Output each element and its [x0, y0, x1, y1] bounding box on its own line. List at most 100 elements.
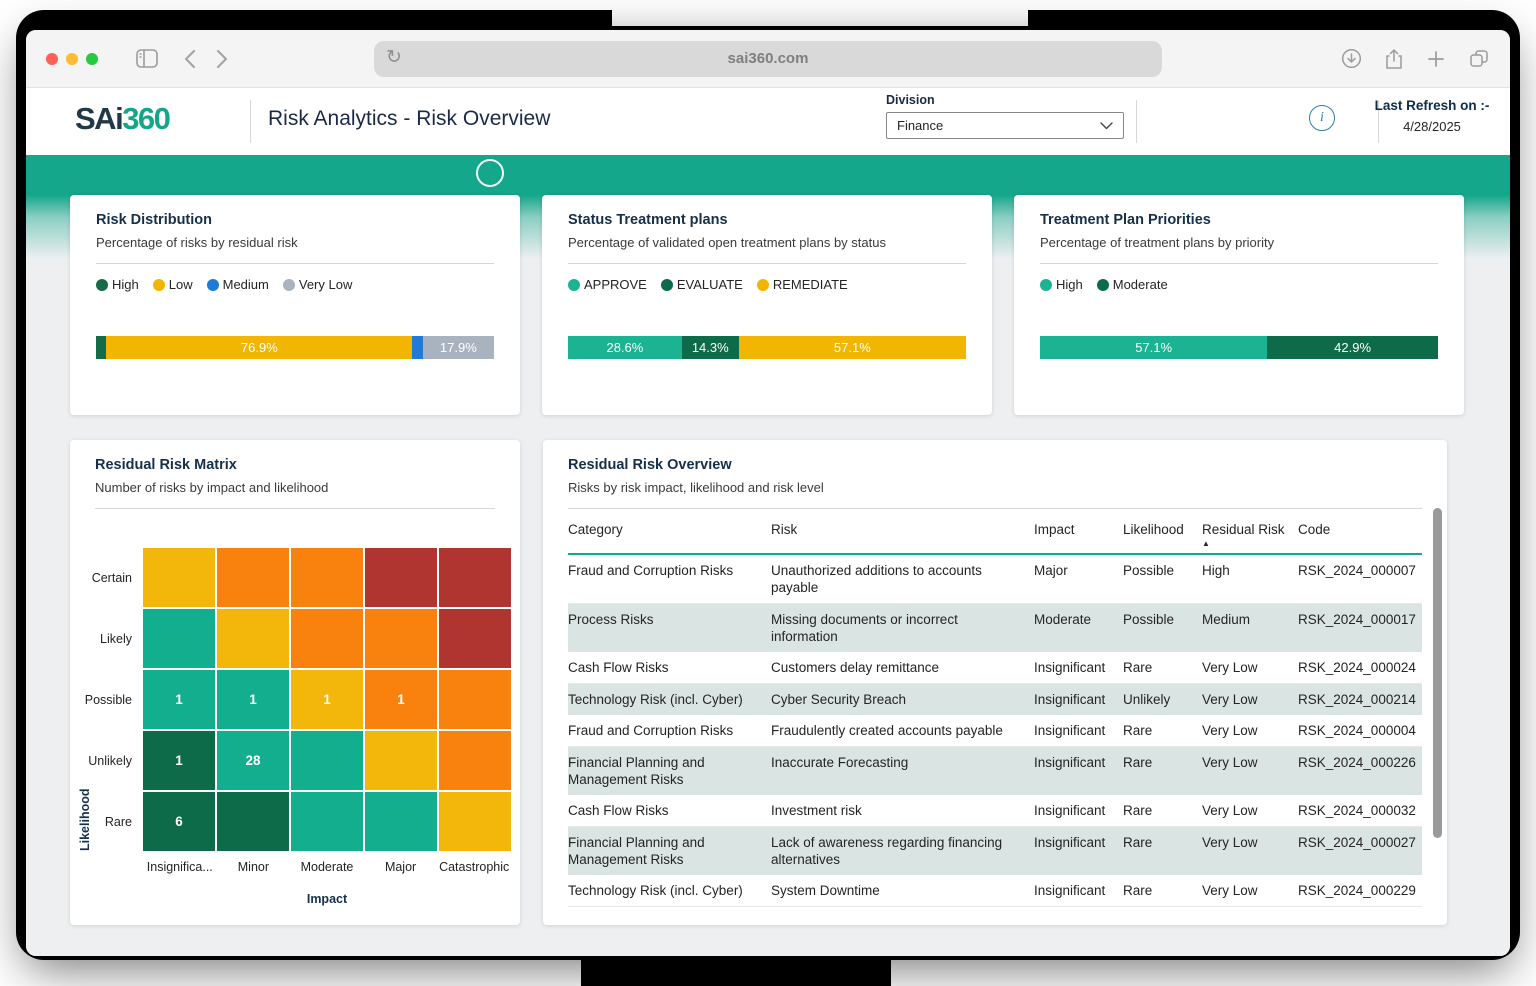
division-select[interactable]: Finance: [886, 112, 1124, 139]
bar-segment[interactable]: 76.9%: [106, 336, 413, 359]
matrix-cell[interactable]: [439, 792, 511, 851]
matrix-cell[interactable]: [143, 548, 215, 607]
legend-item-low[interactable]: Low: [152, 277, 193, 292]
header-divider: [250, 100, 251, 143]
bar-segment[interactable]: [96, 336, 107, 359]
zoom-window-icon[interactable]: [86, 52, 98, 65]
desktop-dock-block: [581, 958, 891, 986]
table-scrollbar[interactable]: [1433, 508, 1442, 838]
forward-icon[interactable]: [216, 49, 228, 69]
matrix-cell[interactable]: [291, 792, 363, 851]
matrix-cell[interactable]: 1: [365, 670, 437, 729]
legend-item-medium[interactable]: Medium: [206, 277, 269, 292]
matrix-cell[interactable]: [365, 548, 437, 607]
matrix-cell[interactable]: [291, 548, 363, 607]
risk-distribution-card: Risk Distribution Percentage of risks by…: [70, 195, 520, 415]
table-cell: Possible: [1123, 612, 1175, 627]
table-row[interactable]: Process Risks Missing documents or incorr…: [568, 604, 1422, 652]
bar-segment[interactable]: 42.9%: [1267, 336, 1438, 359]
table-cell: Unauthorized additions to accounts payab…: [771, 563, 982, 595]
bar-segment[interactable]: 57.1%: [1040, 336, 1268, 359]
table-row[interactable]: Fraud and Corruption Risks Fraudulently c…: [568, 715, 1422, 747]
matrix-cell[interactable]: [439, 548, 511, 607]
matrix-cell[interactable]: [365, 792, 437, 851]
matrix-cell[interactable]: [365, 731, 437, 790]
legend-item-very-low[interactable]: Very Low: [282, 277, 352, 292]
table-cell: High: [1202, 563, 1230, 578]
reload-icon[interactable]: ↻: [386, 46, 402, 68]
matrix-cell[interactable]: [439, 609, 511, 668]
column-header-residual-risk[interactable]: Residual Risk ▲: [1202, 513, 1298, 553]
matrix-col-label: Minor: [237, 860, 270, 874]
tab-overview-icon[interactable]: [1468, 48, 1490, 70]
table-row[interactable]: Cash Flow Risks Investment risk Insignific…: [568, 795, 1422, 827]
legend-item-moderate[interactable]: Moderate: [1096, 277, 1168, 292]
column-header-risk[interactable]: Risk: [771, 513, 1034, 553]
table-row[interactable]: Financial Planning and Management Risks I…: [568, 747, 1422, 795]
column-header-code[interactable]: Code: [1298, 513, 1422, 553]
table-cell: Very Low: [1202, 723, 1258, 738]
sidebar-toggle-icon[interactable]: [136, 49, 158, 68]
new-tab-icon[interactable]: [1426, 48, 1446, 70]
table-cell: Major: [1034, 563, 1068, 578]
column-header-likelihood[interactable]: Likelihood: [1123, 513, 1202, 553]
divider: [568, 263, 966, 264]
matrix-cell[interactable]: 1: [291, 670, 363, 729]
legend-item-high[interactable]: High: [96, 277, 139, 292]
url-bar[interactable]: ↻ sai360.com: [374, 40, 1162, 77]
table-cell: Insignificant: [1034, 803, 1106, 818]
card-title: Status Treatment plans: [568, 212, 728, 228]
table-cell: RSK_2024_000017: [1298, 612, 1416, 627]
bar-segment[interactable]: 17.9%: [422, 336, 494, 359]
table-row[interactable]: Technology Risk (incl. Cyber) Cyber Secur…: [568, 684, 1422, 715]
division-value: Finance: [897, 118, 944, 133]
column-header-category[interactable]: Category: [568, 513, 771, 553]
table-cell: Very Low: [1202, 755, 1258, 770]
legend-item-evaluate[interactable]: EVALUATE: [660, 277, 743, 292]
table-body: Fraud and Corruption Risks Unauthorized a…: [568, 555, 1422, 907]
matrix-cell[interactable]: [143, 609, 215, 668]
share-icon[interactable]: [1384, 48, 1404, 70]
card-title: Residual Risk Overview: [568, 457, 732, 473]
matrix-cell[interactable]: [217, 609, 289, 668]
stacked-bar: 57.1% 42.9%: [1040, 336, 1438, 359]
table-row[interactable]: Financial Planning and Management Risks L…: [568, 827, 1422, 875]
minimize-window-icon[interactable]: [66, 52, 78, 65]
column-header-impact[interactable]: Impact: [1034, 513, 1123, 553]
matrix-cell[interactable]: 6: [143, 792, 215, 851]
table-row[interactable]: Technology Risk (incl. Cyber) System Down…: [568, 875, 1422, 907]
bar-segment[interactable]: 57.1%: [738, 336, 966, 359]
bar-segment[interactable]: 14.3%: [681, 336, 739, 359]
bar-segment[interactable]: 28.6%: [568, 336, 682, 359]
table-row[interactable]: Fraud and Corruption Risks Unauthorized a…: [568, 555, 1422, 604]
matrix-cell[interactable]: 1: [217, 670, 289, 729]
back-icon[interactable]: [184, 49, 196, 69]
matrix-cell[interactable]: [217, 792, 289, 851]
divider: [568, 508, 1422, 509]
table-row[interactable]: Cash Flow Risks Customers delay remittanc…: [568, 652, 1422, 684]
matrix-cell[interactable]: [291, 731, 363, 790]
matrix-cell[interactable]: [439, 731, 511, 790]
table-cell: Process Risks: [568, 612, 654, 627]
last-refresh-date: 4/28/2025: [1403, 119, 1461, 134]
column-header-label: Likelihood: [1123, 522, 1184, 537]
legend-item-high[interactable]: High: [1040, 277, 1083, 292]
legend-item-remediate[interactable]: REMEDIATE: [756, 277, 848, 292]
matrix-cell[interactable]: [291, 609, 363, 668]
banner-slider-handle[interactable]: [476, 159, 504, 187]
close-window-icon[interactable]: [46, 52, 58, 65]
division-filter: Division Finance: [886, 93, 1126, 139]
stacked-bar: 28.6% 14.3% 57.1%: [568, 336, 966, 359]
legend-item-approve[interactable]: APPROVE: [568, 277, 647, 292]
matrix-row-label: Likely: [100, 631, 132, 646]
bar-segment[interactable]: [412, 336, 423, 359]
matrix-cell[interactable]: 28: [217, 731, 289, 790]
matrix-cell[interactable]: 1: [143, 731, 215, 790]
table-cell: RSK_2024_000229: [1298, 883, 1416, 898]
matrix-cell[interactable]: [439, 670, 511, 729]
downloads-icon[interactable]: [1341, 48, 1362, 70]
info-icon[interactable]: i: [1309, 105, 1335, 131]
matrix-cell[interactable]: [365, 609, 437, 668]
matrix-cell[interactable]: 1: [143, 670, 215, 729]
matrix-cell[interactable]: [217, 548, 289, 607]
